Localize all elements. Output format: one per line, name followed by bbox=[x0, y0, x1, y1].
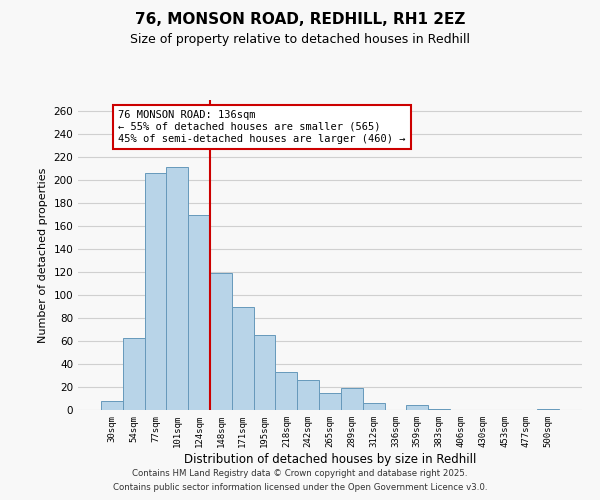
Bar bbox=[297, 380, 319, 410]
Bar bbox=[166, 166, 188, 410]
Bar bbox=[145, 174, 166, 410]
Bar bbox=[537, 409, 559, 410]
Text: 76, MONSON ROAD, REDHILL, RH1 2EZ: 76, MONSON ROAD, REDHILL, RH1 2EZ bbox=[135, 12, 465, 28]
Text: Contains public sector information licensed under the Open Government Licence v3: Contains public sector information licen… bbox=[113, 484, 487, 492]
Bar bbox=[254, 336, 275, 410]
Bar bbox=[210, 274, 232, 410]
Bar bbox=[406, 406, 428, 410]
Bar bbox=[428, 409, 450, 410]
Bar bbox=[319, 393, 341, 410]
Text: Size of property relative to detached houses in Redhill: Size of property relative to detached ho… bbox=[130, 32, 470, 46]
Bar bbox=[101, 401, 123, 410]
Text: Contains HM Land Registry data © Crown copyright and database right 2025.: Contains HM Land Registry data © Crown c… bbox=[132, 468, 468, 477]
Bar bbox=[188, 215, 210, 410]
Bar bbox=[232, 306, 254, 410]
X-axis label: Distribution of detached houses by size in Redhill: Distribution of detached houses by size … bbox=[184, 452, 476, 466]
Y-axis label: Number of detached properties: Number of detached properties bbox=[38, 168, 48, 342]
Bar bbox=[363, 403, 385, 410]
Bar bbox=[123, 338, 145, 410]
Bar bbox=[341, 388, 363, 410]
Bar bbox=[275, 372, 297, 410]
Text: 76 MONSON ROAD: 136sqm
← 55% of detached houses are smaller (565)
45% of semi-de: 76 MONSON ROAD: 136sqm ← 55% of detached… bbox=[118, 110, 406, 144]
